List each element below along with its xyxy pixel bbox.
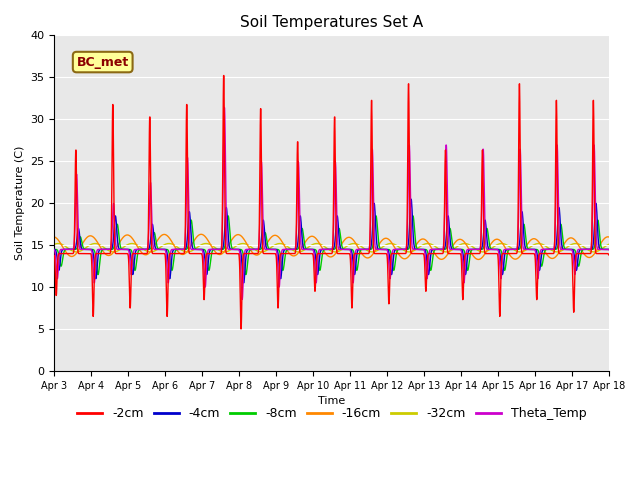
Y-axis label: Soil Temperature (C): Soil Temperature (C) (15, 146, 25, 261)
Text: BC_met: BC_met (77, 56, 129, 69)
X-axis label: Time: Time (318, 396, 345, 407)
Legend: -2cm, -4cm, -8cm, -16cm, -32cm, Theta_Temp: -2cm, -4cm, -8cm, -16cm, -32cm, Theta_Te… (72, 402, 591, 425)
Title: Soil Temperatures Set A: Soil Temperatures Set A (240, 15, 423, 30)
